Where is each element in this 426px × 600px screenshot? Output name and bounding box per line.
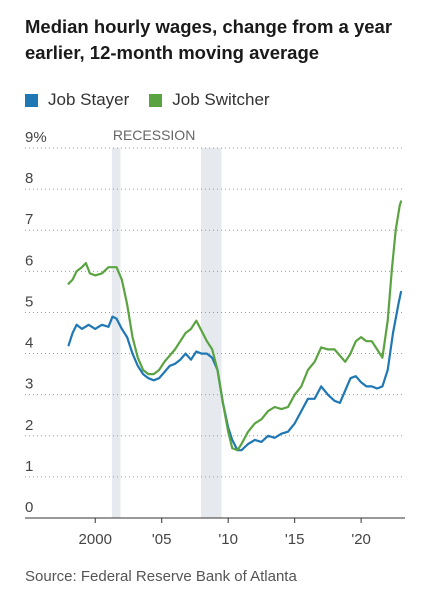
y-tick-label: 9% <box>25 129 47 146</box>
recession-band-0 <box>111 148 121 518</box>
x-tick-label: '20 <box>351 531 371 548</box>
legend-label-job-stayer: Job Stayer <box>48 90 130 109</box>
line-chart: RECESSION 0 1 2 3 4 5 6 7 8 9% 2000 '05 '10 '15 '20 <box>25 127 405 548</box>
y-tick-label: 3 <box>25 376 33 393</box>
legend-swatch-job-stayer <box>25 93 38 107</box>
y-tick-label: 5 <box>25 293 33 310</box>
y-tick-label: 0 <box>25 499 33 516</box>
x-tick-label: '15 <box>285 531 305 548</box>
y-tick-label: 1 <box>25 458 33 475</box>
x-tick-label: '05 <box>152 531 172 548</box>
legend-swatch-job-switcher <box>149 93 163 107</box>
x-tick-label: '10 <box>218 531 238 548</box>
y-tick-label: 7 <box>25 211 33 228</box>
recession-label: RECESSION <box>113 127 195 143</box>
recession-band-1 <box>200 148 222 518</box>
y-tick-label: 6 <box>25 252 33 269</box>
legend-item-job-switcher: Job Switcher <box>149 90 270 110</box>
y-tick-label: 2 <box>25 417 33 434</box>
legend-item-job-stayer: Job Stayer <box>25 90 129 110</box>
y-tick-label: 8 <box>25 170 33 187</box>
legend-label-job-switcher: Job Switcher <box>172 90 270 109</box>
y-tick-label: 4 <box>25 335 33 352</box>
series-line-job-switcher <box>67 200 403 452</box>
legend: Job Stayer Job Switcher <box>25 90 290 110</box>
chart-source: Source: Federal Reserve Bank of Atlanta <box>25 568 297 585</box>
x-tick-label: 2000 <box>79 531 112 548</box>
chart-title: Median hourly wages, change from a year … <box>25 16 393 63</box>
